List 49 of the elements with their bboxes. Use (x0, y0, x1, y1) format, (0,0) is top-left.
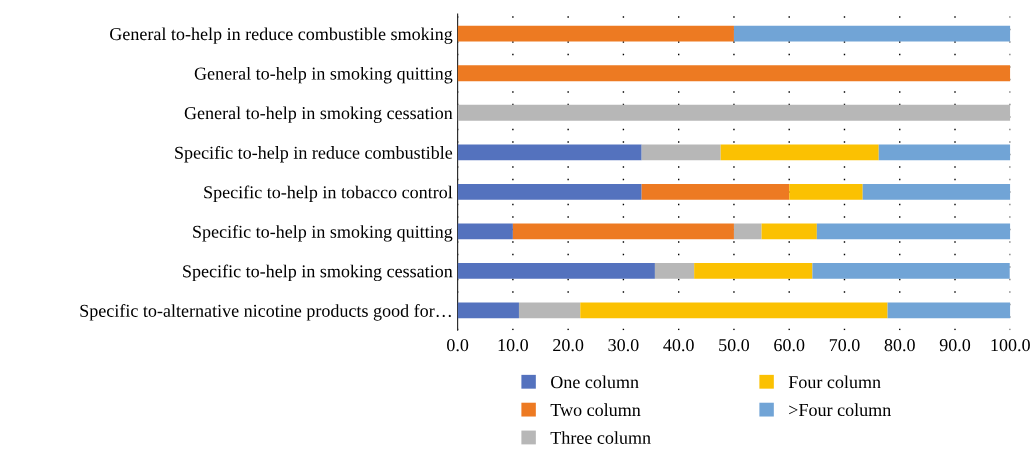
y-tick-label: Specific to-help in smoking quitting (193, 224, 453, 242)
bar (878, 144, 1011, 161)
legend-label: Three column (550, 431, 651, 444)
bar (457, 25, 734, 42)
bar (457, 65, 1011, 82)
y-tick-label: Specific to-alternative nicotine products good for… (80, 304, 451, 321)
x-tick-label: 30.0 (608, 339, 639, 352)
legend-label: Two column (550, 403, 641, 417)
bar (816, 223, 1011, 240)
bar (457, 183, 642, 200)
x-tick-label: 40.0 (663, 339, 694, 352)
bar (512, 223, 734, 240)
y-tick-label: General to-help in reduce combustible smoking (110, 27, 453, 44)
x-tick-label: 10.0 (498, 339, 528, 352)
legend-label: >Four column (789, 403, 891, 417)
bar (457, 144, 642, 161)
x-tick-label: 60.0 (774, 339, 805, 352)
x-tick-label: 20.0 (553, 339, 584, 352)
x-tick-label: 0.0 (447, 339, 469, 352)
legend-label: One column (551, 375, 639, 389)
bar (518, 302, 581, 319)
x-tick-label: 50.0 (719, 339, 750, 352)
bar (641, 183, 790, 200)
y-tick-label: General to-help in smoking quitting (194, 66, 453, 84)
bar (720, 144, 879, 161)
y-tick-label: General to-help in smoking cessation (184, 106, 453, 123)
bar (457, 104, 1011, 121)
y-tick-label: Specific to-help in smoking cessation (183, 264, 453, 282)
bar (457, 223, 513, 240)
x-tick-label: 100.0 (991, 339, 1030, 352)
bar (654, 262, 695, 279)
bar (862, 183, 1011, 200)
x-tick-label: 80.0 (884, 339, 915, 352)
y-tick-label: Specific to-help in reduce combustible (175, 145, 453, 163)
bar (580, 302, 888, 319)
bar (694, 262, 813, 279)
bar (733, 223, 762, 240)
bar (812, 262, 1010, 279)
bar (457, 262, 655, 279)
bar (887, 302, 1011, 319)
bar (641, 144, 721, 161)
y-tick-label: Specific to-help in tobacco control (204, 185, 453, 203)
bar (761, 223, 817, 240)
bar (457, 302, 519, 319)
x-tick-label: 70.0 (829, 339, 860, 352)
legend-label: Four column (788, 375, 881, 389)
bar (733, 25, 1011, 42)
x-tick-label: 90.0 (939, 339, 971, 352)
bar (789, 183, 863, 200)
